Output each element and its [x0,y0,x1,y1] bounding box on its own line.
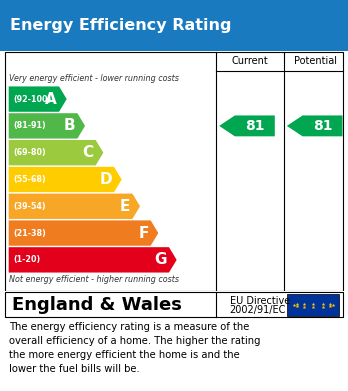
Polygon shape [9,221,158,246]
Text: (21-38): (21-38) [13,229,46,238]
Text: G: G [155,252,167,267]
Polygon shape [9,140,103,165]
Text: B: B [64,118,75,133]
Text: D: D [99,172,112,187]
Text: 81: 81 [313,119,332,133]
Text: F: F [138,226,149,240]
Polygon shape [219,115,275,136]
Text: A: A [45,91,57,107]
Text: Current: Current [231,56,268,66]
Text: (69-80): (69-80) [13,148,46,157]
Text: Very energy efficient - lower running costs: Very energy efficient - lower running co… [9,74,179,83]
Polygon shape [9,194,140,219]
Polygon shape [9,247,177,273]
Text: EU Directive: EU Directive [230,296,290,306]
Text: (55-68): (55-68) [13,175,46,184]
Text: The energy efficiency rating is a measure of the
overall efficiency of a home. T: The energy efficiency rating is a measur… [9,322,260,374]
Polygon shape [9,167,122,192]
Text: Potential: Potential [294,56,337,66]
Polygon shape [9,86,67,112]
Text: Not energy efficient - higher running costs: Not energy efficient - higher running co… [9,275,179,284]
Text: England & Wales: England & Wales [12,296,182,314]
Text: (39-54): (39-54) [13,202,46,211]
Text: C: C [82,145,94,160]
Text: (1-20): (1-20) [13,255,40,264]
Text: Energy Efficiency Rating: Energy Efficiency Rating [10,18,232,33]
Text: E: E [120,199,130,214]
Text: (92-100): (92-100) [13,95,51,104]
Text: 81: 81 [245,119,264,133]
Text: 2002/91/EC: 2002/91/EC [230,305,286,315]
Bar [287,294,339,316]
Polygon shape [9,113,85,138]
Text: (81-91): (81-91) [13,121,46,130]
Polygon shape [287,115,342,136]
